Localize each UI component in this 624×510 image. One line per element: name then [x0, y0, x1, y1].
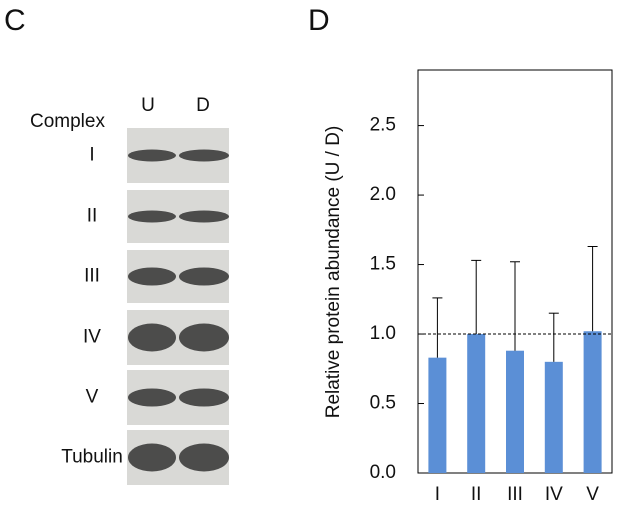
bar	[467, 334, 486, 473]
blot-band	[128, 267, 176, 286]
bar	[544, 361, 563, 473]
blot-band	[179, 210, 229, 223]
x-tick-label: IV	[545, 484, 563, 505]
x-tick-label: V	[586, 484, 599, 505]
blot-band	[128, 149, 176, 162]
y-tick-label: 2.0	[370, 184, 396, 205]
blot-row-label: Tubulin	[61, 447, 123, 468]
blot-row-label: I	[89, 145, 94, 166]
panel-label: D	[308, 4, 330, 37]
blot-band	[128, 443, 176, 472]
blot-band	[179, 388, 229, 407]
x-tick-label: I	[435, 484, 440, 505]
blot-panel	[127, 128, 229, 485]
panel-label: C	[4, 4, 26, 37]
x-tick-label: II	[471, 484, 482, 505]
blot-band	[179, 443, 229, 472]
blot-band	[128, 323, 176, 352]
y-tick-label: 0.5	[370, 393, 396, 414]
lane-label: U	[141, 95, 155, 116]
y-tick-label: 0.0	[370, 462, 396, 483]
lane-label: D	[196, 95, 210, 116]
y-tick-label: 1.5	[370, 254, 396, 275]
blot-row-label: IV	[83, 327, 101, 348]
blot-band	[179, 149, 229, 162]
blot-row-label: II	[87, 206, 98, 227]
bar	[583, 331, 602, 473]
blot-band	[179, 267, 229, 286]
blot-row-label: III	[84, 266, 100, 287]
blot-band	[179, 323, 229, 352]
y-tick-label: 2.5	[370, 115, 396, 136]
y-tick-label: 1.0	[370, 323, 396, 344]
bar	[428, 357, 447, 473]
y-axis-label: Relative protein abundance (U / D)	[323, 126, 344, 419]
blot-header: Complex	[30, 111, 105, 132]
x-tick-label: III	[507, 484, 523, 505]
blot-band	[128, 210, 176, 223]
blot-band	[128, 388, 176, 407]
blot-row-label: V	[86, 387, 99, 408]
bar	[506, 350, 524, 473]
